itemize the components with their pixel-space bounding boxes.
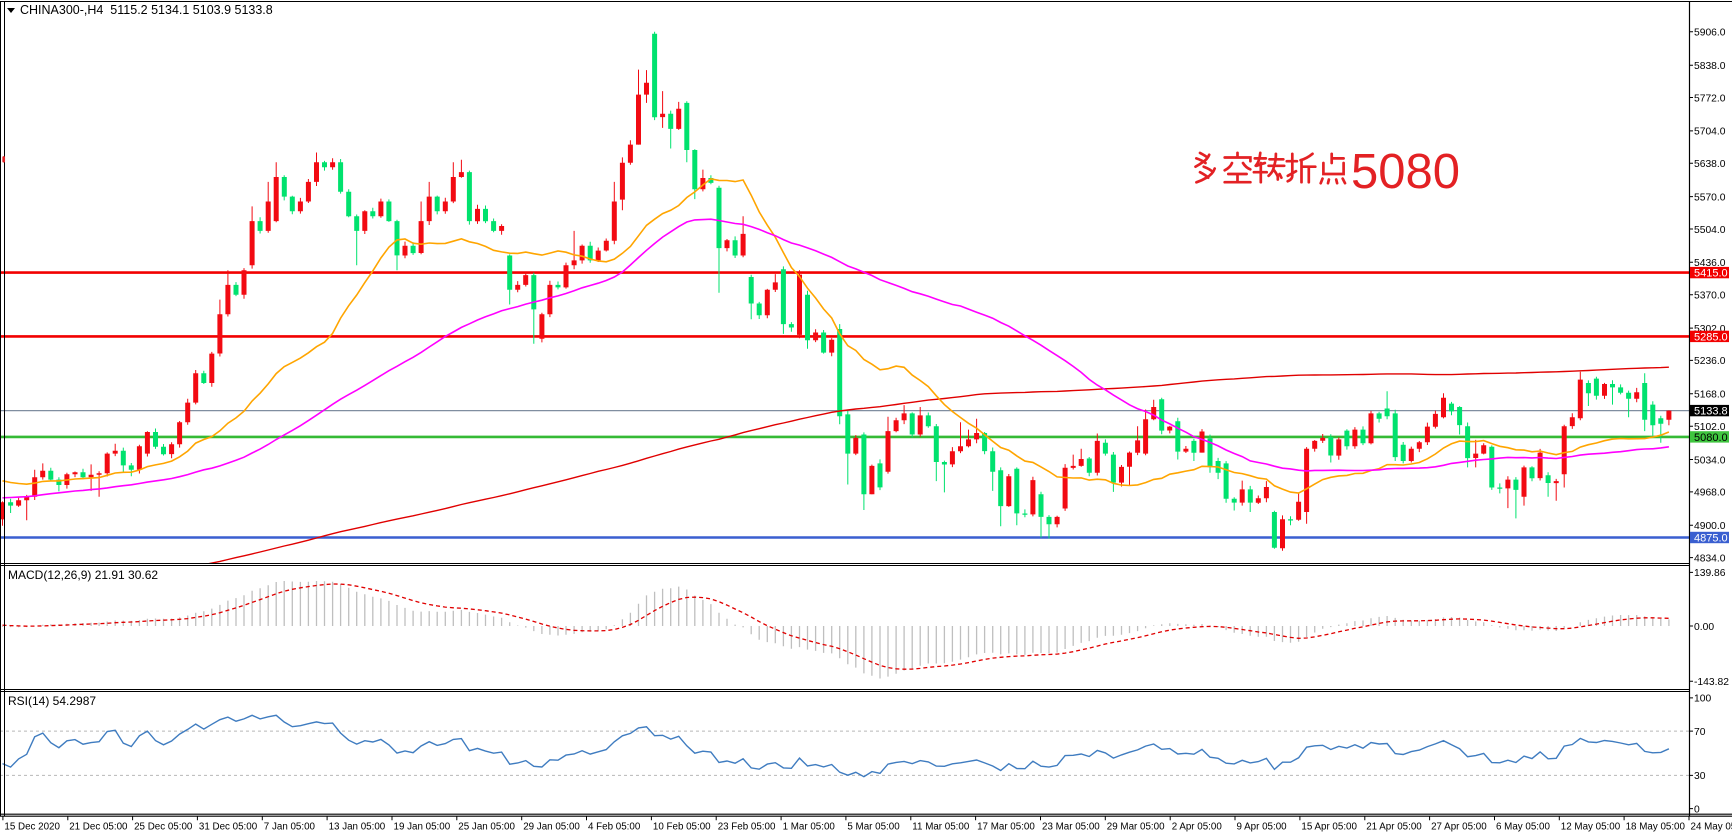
svg-text:13 Jan 05:00: 13 Jan 05:00: [329, 822, 386, 833]
svg-text:5906.0: 5906.0: [1694, 28, 1726, 39]
svg-text:7 Jan 05:00: 7 Jan 05:00: [264, 822, 316, 833]
svg-text:5570.0: 5570.0: [1694, 192, 1726, 203]
svg-text:5168.0: 5168.0: [1694, 390, 1726, 401]
svg-text:2 Apr 05:00: 2 Apr 05:00: [1172, 822, 1223, 833]
svg-text:139.86: 139.86: [1694, 568, 1726, 579]
svg-text:12 May 05:00: 12 May 05:00: [1561, 822, 1621, 833]
svg-text:24 May 05:00: 24 May 05:00: [1691, 822, 1732, 833]
svg-text:5436.0: 5436.0: [1694, 258, 1726, 269]
svg-text:6 May 05:00: 6 May 05:00: [1496, 822, 1550, 833]
svg-text:10 Feb 05:00: 10 Feb 05:00: [653, 822, 711, 833]
svg-text:5034.0: 5034.0: [1694, 455, 1726, 466]
svg-text:27 Apr 05:00: 27 Apr 05:00: [1431, 822, 1487, 833]
svg-text:1 Mar 05:00: 1 Mar 05:00: [783, 822, 836, 833]
svg-text:18 May 05:00: 18 May 05:00: [1626, 822, 1686, 833]
svg-text:5080.0: 5080.0: [1694, 432, 1728, 444]
svg-text:11 Mar 05:00: 11 Mar 05:00: [912, 822, 970, 833]
svg-text:4834.0: 4834.0: [1694, 553, 1726, 564]
svg-text:4900.0: 4900.0: [1694, 521, 1726, 532]
svg-text:21 Dec 05:00: 21 Dec 05:00: [69, 822, 128, 833]
svg-text:29 Mar 05:00: 29 Mar 05:00: [1107, 822, 1165, 833]
svg-text:5080: 5080: [1351, 145, 1460, 199]
svg-text:23 Mar 05:00: 23 Mar 05:00: [1042, 822, 1100, 833]
svg-text:31 Dec 05:00: 31 Dec 05:00: [199, 822, 258, 833]
svg-text:5102.0: 5102.0: [1694, 422, 1726, 433]
svg-text:-143.82: -143.82: [1694, 677, 1729, 688]
svg-text:5236.0: 5236.0: [1694, 356, 1726, 367]
svg-text:4 Feb 05:00: 4 Feb 05:00: [588, 822, 641, 833]
svg-text:21 Apr 05:00: 21 Apr 05:00: [1366, 822, 1422, 833]
svg-text:25 Jan 05:00: 25 Jan 05:00: [458, 822, 515, 833]
svg-text:5772.0: 5772.0: [1694, 93, 1726, 104]
svg-text:4968.0: 4968.0: [1694, 488, 1726, 499]
svg-text:5838.0: 5838.0: [1694, 61, 1726, 72]
svg-text:5370.0: 5370.0: [1694, 291, 1726, 302]
svg-text:RSI(14) 54.2987: RSI(14) 54.2987: [8, 694, 96, 708]
svg-text:0: 0: [1694, 804, 1700, 815]
svg-text:29 Jan 05:00: 29 Jan 05:00: [523, 822, 580, 833]
svg-text:5 Mar 05:00: 5 Mar 05:00: [847, 822, 900, 833]
svg-text:4875.0: 4875.0: [1694, 533, 1728, 545]
svg-text:100: 100: [1694, 694, 1711, 705]
svg-text:5704.0: 5704.0: [1694, 127, 1726, 138]
svg-text:5133.8: 5133.8: [1694, 406, 1728, 418]
svg-text:25 Dec 05:00: 25 Dec 05:00: [134, 822, 193, 833]
svg-text:70: 70: [1694, 727, 1706, 738]
svg-text:19 Jan 05:00: 19 Jan 05:00: [394, 822, 451, 833]
svg-text:5504.0: 5504.0: [1694, 225, 1726, 236]
svg-text:17 Mar 05:00: 17 Mar 05:00: [977, 822, 1035, 833]
svg-text:5285.0: 5285.0: [1694, 331, 1728, 343]
svg-text:30: 30: [1694, 771, 1706, 782]
svg-text:CHINA300-,H4 5115.2 5134.1 51: CHINA300-,H4 5115.2 5134.1 5103.9 5133.8: [20, 3, 273, 17]
svg-text:MACD(12,26,9) 21.91 30.62: MACD(12,26,9) 21.91 30.62: [8, 568, 158, 582]
svg-text:9 Apr 05:00: 9 Apr 05:00: [1237, 822, 1288, 833]
svg-text:5302.0: 5302.0: [1694, 324, 1726, 335]
svg-text:5415.0: 5415.0: [1694, 268, 1728, 280]
svg-text:0.00: 0.00: [1694, 622, 1714, 633]
svg-text:5638.0: 5638.0: [1694, 159, 1726, 170]
svg-text:15 Dec 2020: 15 Dec 2020: [4, 822, 60, 833]
svg-text:23 Feb 05:00: 23 Feb 05:00: [718, 822, 776, 833]
svg-text:15 Apr 05:00: 15 Apr 05:00: [1301, 822, 1357, 833]
